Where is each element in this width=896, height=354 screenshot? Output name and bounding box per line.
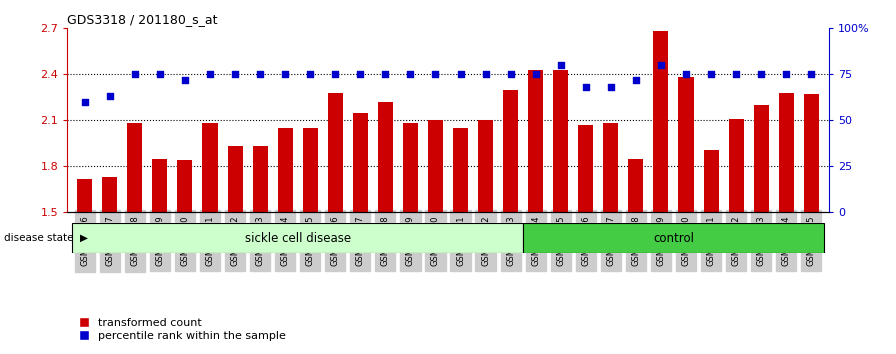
Text: sickle cell disease: sickle cell disease <box>245 232 350 245</box>
Point <box>303 72 317 77</box>
Point <box>554 62 568 68</box>
Point <box>779 72 793 77</box>
Bar <box>403 124 418 212</box>
Bar <box>528 70 543 212</box>
Bar <box>678 78 694 212</box>
Text: control: control <box>653 232 694 245</box>
Point <box>228 72 242 77</box>
Point <box>704 72 719 77</box>
Point <box>103 93 117 99</box>
Bar <box>253 147 268 212</box>
Bar <box>428 120 443 212</box>
Text: disease state  ▶: disease state ▶ <box>4 233 89 243</box>
Bar <box>553 70 568 212</box>
Bar <box>504 90 518 212</box>
Bar <box>177 160 193 212</box>
Point <box>804 72 818 77</box>
Point <box>378 72 392 77</box>
Bar <box>303 128 318 212</box>
Bar <box>378 102 392 212</box>
Point <box>729 72 744 77</box>
Bar <box>202 124 218 212</box>
Point <box>453 72 468 77</box>
Point <box>654 62 668 68</box>
Point <box>504 72 518 77</box>
Point <box>629 77 643 83</box>
Text: GDS3318 / 201180_s_at: GDS3318 / 201180_s_at <box>67 13 218 26</box>
Point <box>202 72 217 77</box>
Point <box>478 72 493 77</box>
Bar <box>77 179 92 212</box>
Bar <box>328 93 343 212</box>
Point <box>78 99 92 105</box>
Point <box>278 72 292 77</box>
Point <box>428 72 443 77</box>
Point <box>353 72 367 77</box>
Point <box>177 77 192 83</box>
Bar <box>779 93 794 212</box>
Bar <box>804 94 819 212</box>
Bar <box>152 159 168 212</box>
Point <box>152 72 167 77</box>
Bar <box>703 149 719 212</box>
Bar <box>353 113 368 212</box>
Bar <box>603 124 618 212</box>
Point <box>604 84 618 90</box>
Bar <box>578 125 593 212</box>
Bar <box>523 223 823 253</box>
Point <box>253 72 267 77</box>
Bar <box>453 128 468 212</box>
Point <box>579 84 593 90</box>
Point <box>127 72 142 77</box>
Bar <box>228 147 243 212</box>
Bar <box>653 32 668 212</box>
Bar <box>728 119 744 212</box>
Bar <box>102 177 117 212</box>
Bar <box>278 128 293 212</box>
Bar <box>628 159 643 212</box>
Point <box>679 72 694 77</box>
Point <box>403 72 418 77</box>
Bar <box>478 120 493 212</box>
Point <box>754 72 769 77</box>
Legend: transformed count, percentile rank within the sample: transformed count, percentile rank withi… <box>73 318 286 341</box>
Bar <box>73 223 523 253</box>
Point <box>529 72 543 77</box>
Point <box>328 72 342 77</box>
Bar <box>127 124 142 212</box>
Bar <box>754 105 769 212</box>
